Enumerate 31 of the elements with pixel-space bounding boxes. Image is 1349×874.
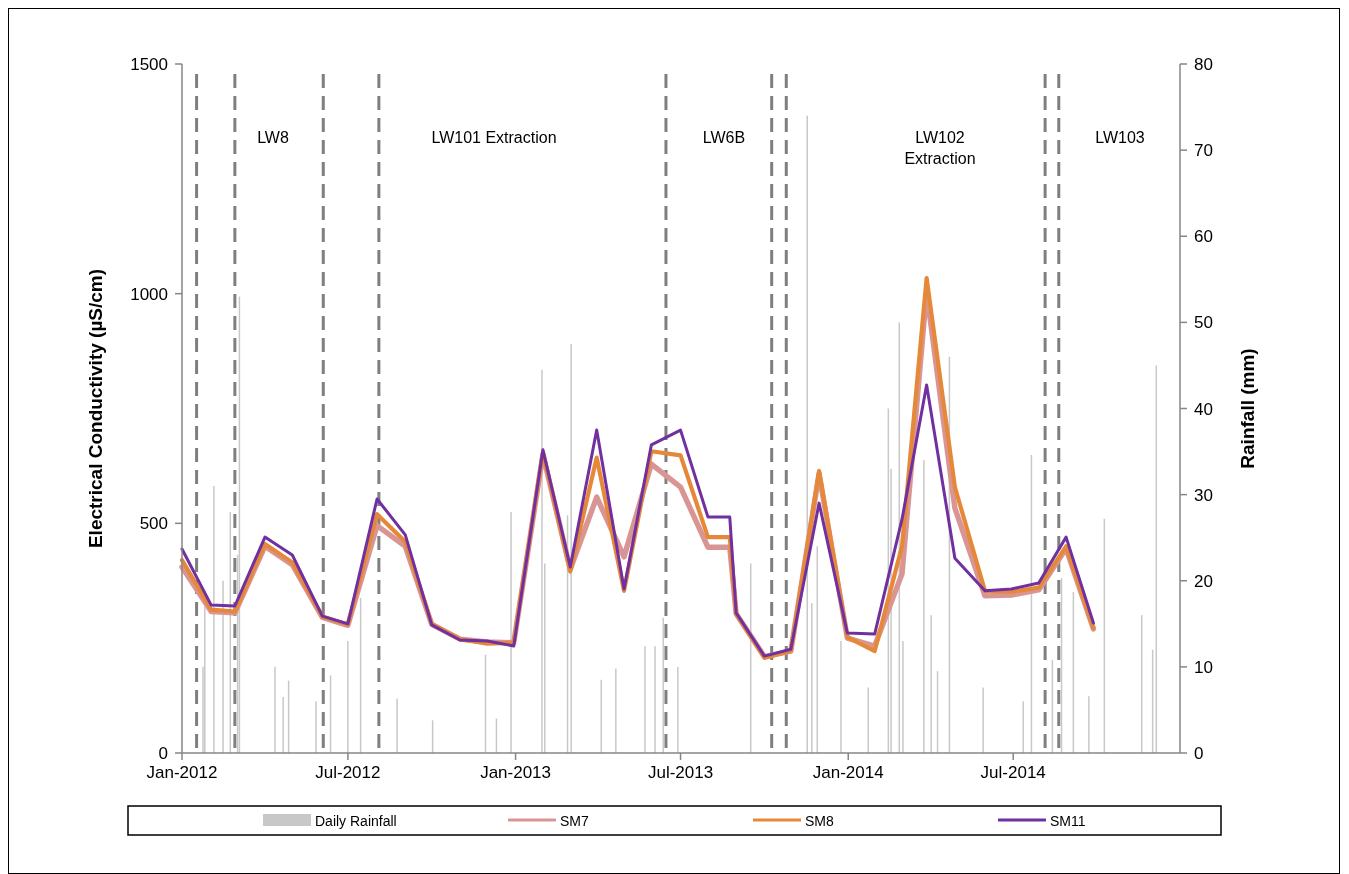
y2-axis-title: Rainfall (mm) (1237, 348, 1258, 469)
y2-tick-label: 10 (1194, 657, 1213, 677)
x-tick-label: Jul-2014 (980, 763, 1046, 782)
x-tick-label: Jul-2013 (647, 763, 714, 782)
y2-tick-label: 50 (1194, 313, 1213, 333)
y2-tick-label: 20 (1194, 571, 1213, 591)
annotation: LW102 Extraction (904, 129, 976, 167)
y2-tick-label: 0 (1194, 744, 1204, 763)
y2-tick-label: 60 (1194, 227, 1213, 247)
y-tick-label: 1000 (130, 284, 168, 304)
legend-label: SM8 (805, 813, 834, 829)
legend-label: SM11 (1050, 813, 1086, 829)
annotation: LW103 (1095, 129, 1145, 146)
annotation: LW101 Extraction (431, 129, 557, 146)
y-tick-label: 500 (139, 514, 168, 534)
annotation: LW8 (257, 129, 289, 146)
x-tick-label: Jan-2012 (146, 763, 218, 782)
x-tick-label: Jan-2014 (812, 763, 884, 782)
annotation: LW6B (702, 129, 746, 146)
y-tick-label: 0 (158, 744, 168, 763)
y-tick-label: 1500 (130, 55, 168, 74)
legend-label: Daily Rainfall (315, 813, 397, 829)
line-series (180, 383, 1095, 658)
x-tick-label: Jul-2012 (315, 763, 381, 782)
y2-tick-label: 40 (1194, 399, 1213, 419)
y2-tick-label: 30 (1194, 485, 1213, 505)
y2-tick-label: 70 (1194, 141, 1213, 161)
y2-tick-label: 80 (1194, 55, 1213, 74)
x-tick-label: Jan-2013 (480, 763, 552, 782)
y-axis-title: Electrical Conductivity (µS/cm) (85, 268, 106, 549)
legend-label: SM7 (560, 813, 589, 829)
